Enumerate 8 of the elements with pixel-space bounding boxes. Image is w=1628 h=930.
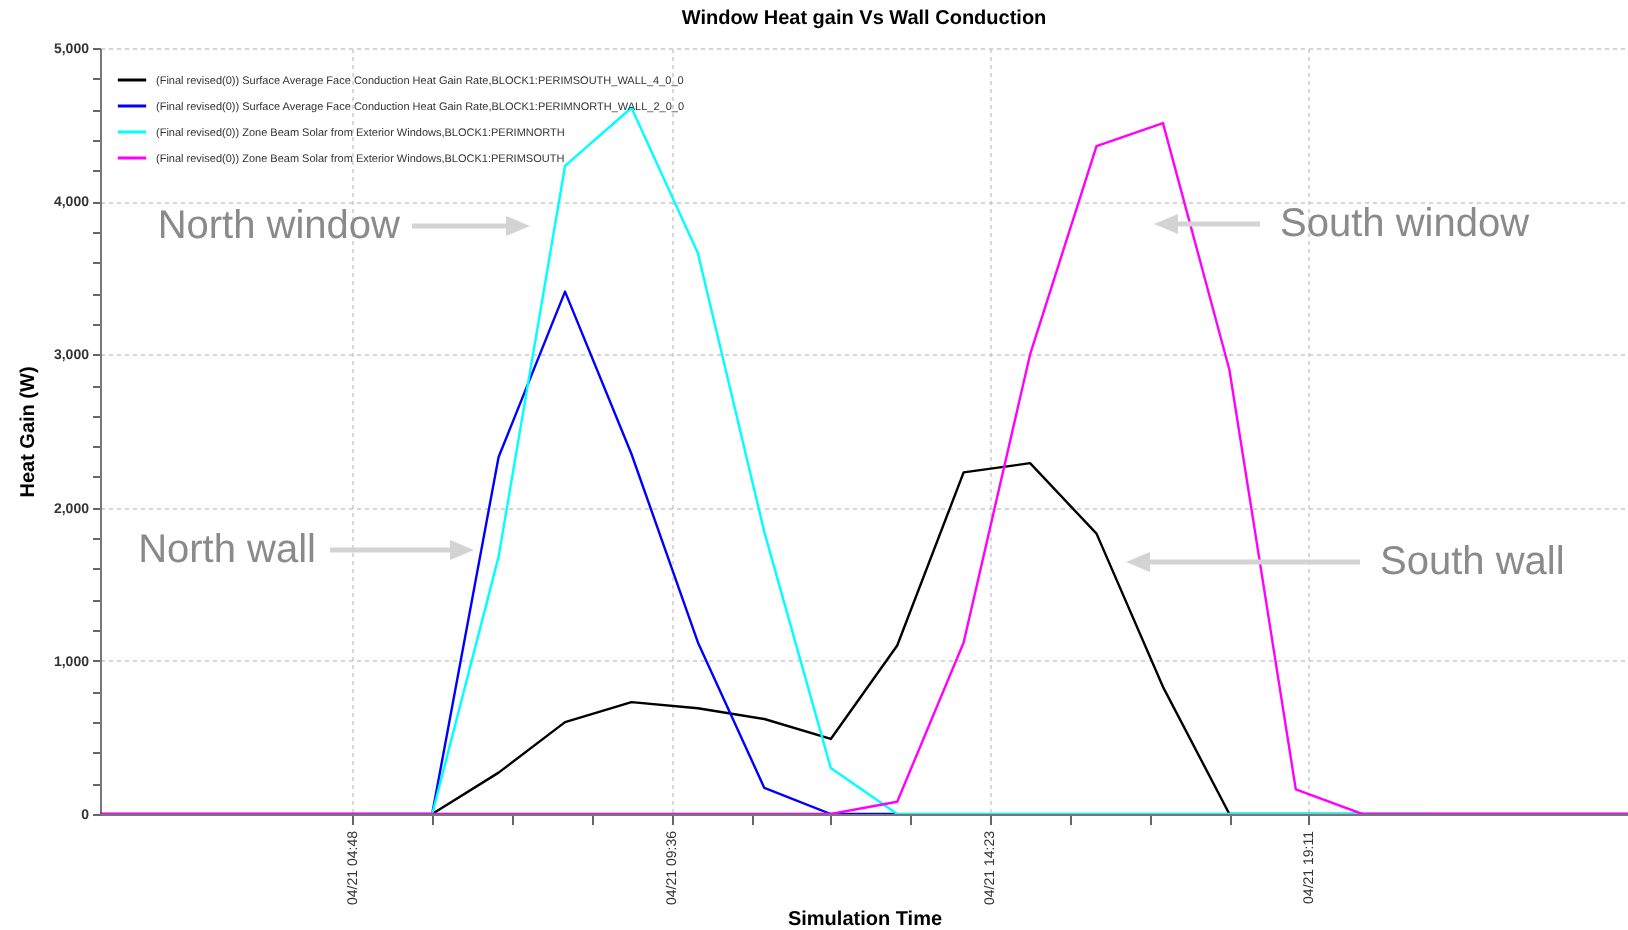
- y-axis-title: Heat Gain (W): [17, 366, 40, 498]
- annotation: South wall: [1380, 540, 1565, 584]
- chart-title: Window Heat gain Vs Wall Conduction: [681, 8, 1047, 30]
- annotation: South window: [1280, 202, 1531, 246]
- annotation: North wall: [138, 528, 316, 572]
- line-series: [430, 290, 899, 814]
- annotation: North window: [157, 204, 402, 248]
- x-axis-title: Simulation Time: [787, 908, 943, 930]
